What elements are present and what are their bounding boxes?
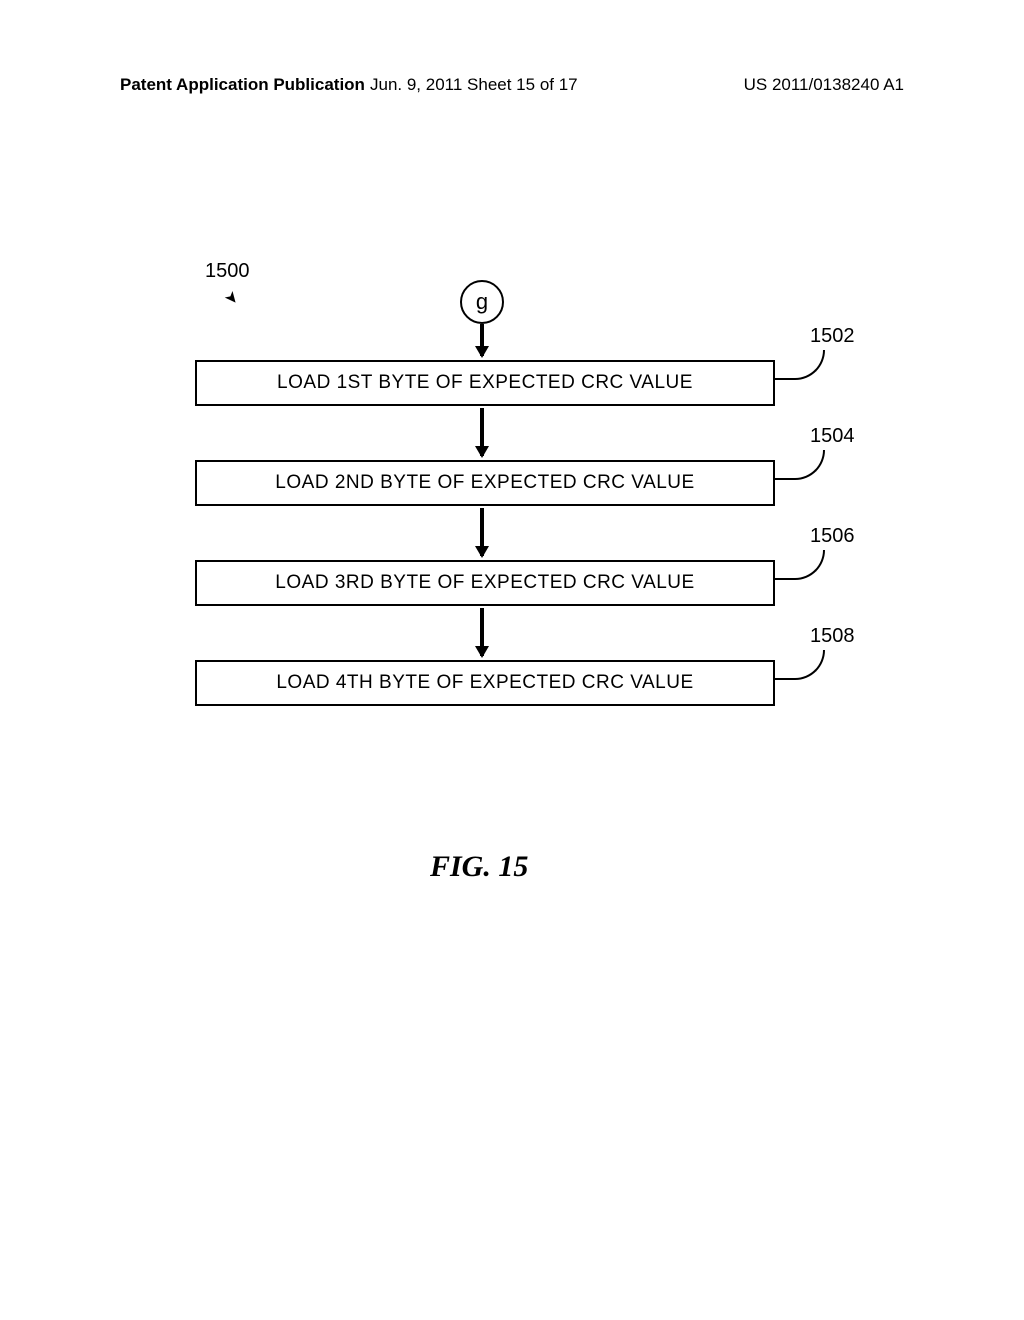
start-label: g [476, 289, 488, 315]
ref-connector-icon [775, 350, 825, 380]
pointer-arrow-icon: ➤ [220, 286, 244, 309]
ref-label-1506: 1506 [810, 525, 855, 548]
ref-label-main: 1500 [205, 260, 250, 283]
page-header: Patent Application Publication Jun. 9, 2… [0, 75, 1024, 95]
flow-arrow-icon [480, 408, 484, 456]
process-box-1504: LOAD 2ND BYTE OF EXPECTED CRC VALUE [195, 460, 775, 506]
process-box-1502: LOAD 1ST BYTE OF EXPECTED CRC VALUE [195, 360, 775, 406]
ref-label-1502: 1502 [810, 325, 855, 348]
figure-caption: FIG. 15 [430, 850, 528, 884]
flow-arrow-icon [480, 508, 484, 556]
header-publication: Patent Application Publication [120, 75, 365, 95]
header-date-sheet: Jun. 9, 2011 Sheet 15 of 17 [370, 75, 578, 95]
ref-connector-icon [775, 650, 825, 680]
flow-arrow-icon [480, 608, 484, 656]
flow-arrow-icon [480, 324, 484, 356]
box-text: LOAD 3RD BYTE OF EXPECTED CRC VALUE [275, 572, 694, 594]
box-text: LOAD 4TH BYTE OF EXPECTED CRC VALUE [276, 672, 693, 694]
header-patent-number: US 2011/0138240 A1 [744, 75, 904, 95]
process-box-1508: LOAD 4TH BYTE OF EXPECTED CRC VALUE [195, 660, 775, 706]
process-box-1506: LOAD 3RD BYTE OF EXPECTED CRC VALUE [195, 560, 775, 606]
ref-connector-icon [775, 450, 825, 480]
ref-label-1508: 1508 [810, 625, 855, 648]
box-text: LOAD 2ND BYTE OF EXPECTED CRC VALUE [275, 472, 694, 494]
start-node: g [460, 280, 504, 324]
ref-connector-icon [775, 550, 825, 580]
box-text: LOAD 1ST BYTE OF EXPECTED CRC VALUE [277, 372, 693, 394]
ref-label-1504: 1504 [810, 425, 855, 448]
